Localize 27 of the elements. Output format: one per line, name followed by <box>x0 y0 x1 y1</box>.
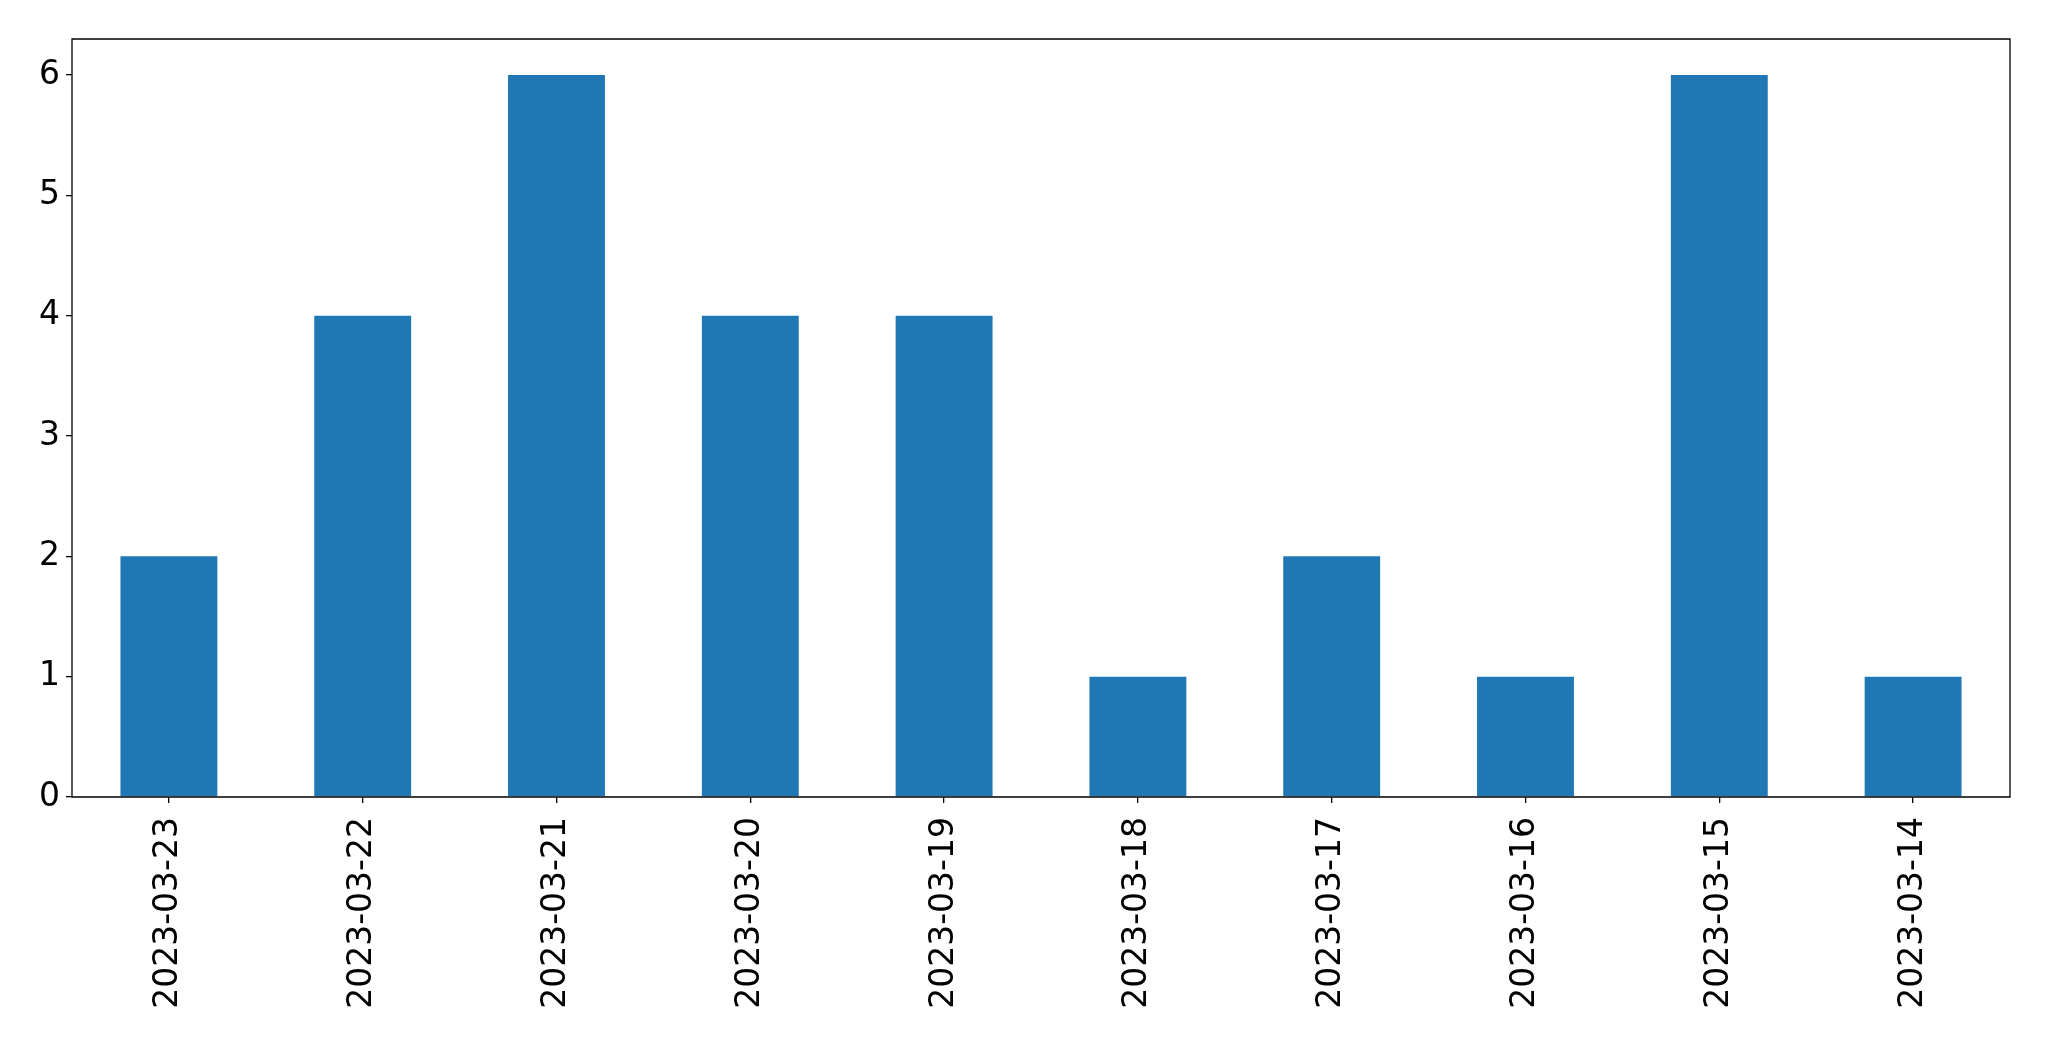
x-tick-label: 2023-03-21 <box>534 817 574 1009</box>
x-tick-label: 2023-03-18 <box>1115 817 1155 1009</box>
x-tick-label: 2023-03-19 <box>921 817 961 1009</box>
x-tick-label: 2023-03-16 <box>1503 817 1543 1009</box>
bar <box>1670 75 1768 797</box>
bar <box>1283 556 1381 797</box>
y-tick-label: 3 <box>39 413 60 453</box>
y-tick-label: 0 <box>39 774 60 814</box>
x-tick-label: 2023-03-20 <box>727 817 767 1009</box>
bar <box>120 556 218 797</box>
bar <box>314 315 412 797</box>
bar <box>895 315 993 797</box>
x-tick-label: 2023-03-14 <box>1890 817 1930 1009</box>
x-tick-label: 2023-03-15 <box>1696 817 1736 1009</box>
bar <box>1089 676 1187 797</box>
y-tick-label: 2 <box>39 533 60 573</box>
bar <box>508 75 605 797</box>
x-tick-label: 2023-03-17 <box>1309 817 1349 1009</box>
y-tick-label: 6 <box>39 52 60 92</box>
y-tick-label: 5 <box>39 172 60 212</box>
bar <box>1864 676 1962 797</box>
x-tick-label: 2023-03-22 <box>340 817 380 1009</box>
y-tick-label: 1 <box>39 654 60 694</box>
x-tick-label: 2023-03-23 <box>146 817 186 1009</box>
bar <box>701 315 799 797</box>
bar <box>1477 676 1574 797</box>
y-tick-label: 4 <box>39 293 60 333</box>
